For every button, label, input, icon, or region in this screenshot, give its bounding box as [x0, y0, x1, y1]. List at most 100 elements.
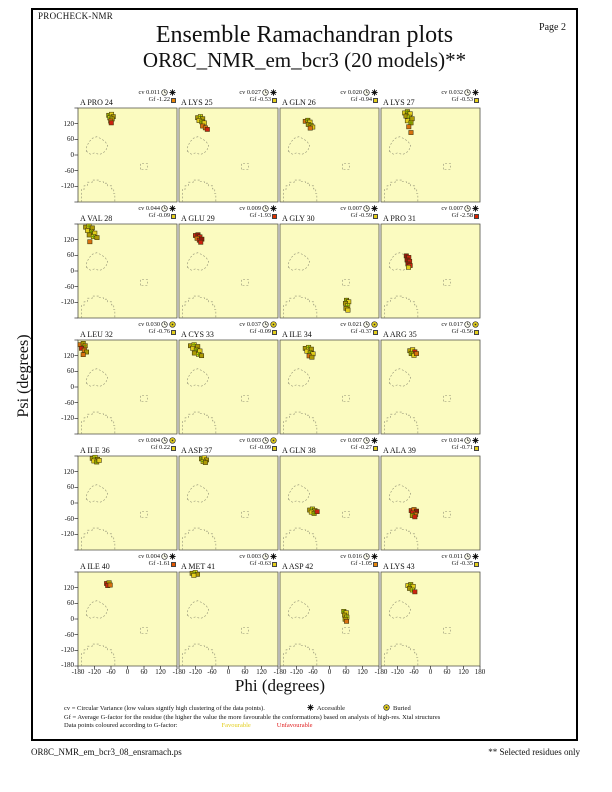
- accessible-star-icon: [307, 704, 314, 711]
- alpha-region-outline: [287, 484, 311, 503]
- gf-value: Gf -0.56: [451, 328, 473, 335]
- cv-row: cv 0.011: [442, 553, 479, 560]
- left-alpha-region-outline: [140, 627, 148, 634]
- legend: cv = Circular Variance (low values signi…: [64, 704, 554, 730]
- cv-dial-icon: [363, 437, 370, 444]
- x-tick-label: 60: [241, 668, 249, 676]
- model-data-point: [314, 509, 320, 514]
- alpha-region-outline: [388, 368, 412, 387]
- ramachandran-plot: [178, 455, 279, 551]
- residue-label: A LYS 27: [383, 98, 415, 107]
- model-data-point: [94, 235, 100, 240]
- left-alpha-region-outline: [342, 395, 350, 402]
- x-tick-label: 0: [327, 668, 332, 676]
- gf-row: Gf -0.37: [351, 328, 378, 335]
- residue-label: A LYS 43: [383, 562, 415, 571]
- plot-cell-a-gln-26: A GLN 26 cv 0.020 Gf -0.94: [279, 86, 381, 203]
- plot-cell-a-lys-27: A LYS 27 cv 0.032 Gf -0.53: [380, 86, 482, 203]
- cv-row: cv 0.007: [340, 205, 378, 212]
- legend-cv-text: cv = Circular Variance (low values signi…: [64, 705, 265, 712]
- ramachandran-plot: [279, 455, 380, 551]
- plot-cell-a-ile-34: A ILE 34 cv 0.021 Gf -0.37: [279, 318, 381, 435]
- gf-status-swatch: [171, 97, 176, 103]
- accessible-star-icon: [371, 437, 378, 444]
- alpha-region-outline: [85, 484, 109, 503]
- plot-header: A GLY 30 cv 0.007 Gf -0.59: [280, 202, 381, 224]
- gf-value: Gf -1.93: [249, 212, 271, 219]
- ramachandran-plot: [380, 455, 481, 551]
- ramachandran-plot: [74, 223, 178, 319]
- beta-region-outline: [181, 527, 217, 550]
- y-tick-label: -120: [61, 298, 74, 307]
- x-tick-label: -60: [409, 668, 419, 676]
- x-tick-label: -60: [308, 668, 318, 676]
- y-tick-label: 120: [63, 119, 75, 128]
- gf-status-swatch: [272, 213, 277, 219]
- left-alpha-region-outline: [140, 279, 148, 286]
- ramachandran-plot: [178, 339, 279, 435]
- model-data-point: [412, 514, 418, 520]
- gf-row: Gf -1.22: [149, 96, 176, 103]
- ramachandran-plot: [178, 570, 279, 670]
- cv-row: cv 0.003: [239, 553, 277, 560]
- gf-value: Gf -0.53: [249, 96, 271, 103]
- gf-status-swatch: [171, 561, 176, 567]
- gf-value: Gf -0.76: [148, 328, 170, 335]
- model-data-point: [345, 307, 351, 313]
- gf-row: Gf -0.53: [452, 96, 479, 103]
- cv-row: cv 0.014: [441, 437, 479, 444]
- gf-value: Gf -0.59: [350, 212, 372, 219]
- cv-dial-icon: [161, 89, 168, 96]
- gf-status-swatch: [171, 445, 176, 451]
- accessible-star-icon: [169, 89, 176, 96]
- legend-buried-label: Buried: [393, 705, 411, 712]
- cv-value: cv 0.032: [441, 88, 463, 96]
- x-tick-label: -60: [106, 668, 116, 676]
- gf-status-swatch: [373, 445, 378, 451]
- gf-value: Gf -0.63: [249, 560, 271, 567]
- buried-circle-icon: [270, 437, 277, 444]
- cv-value: cv 0.044: [138, 204, 160, 212]
- cv-value: cv 0.037: [239, 320, 261, 328]
- cv-dial-icon: [464, 205, 471, 212]
- cv-value: cv 0.003: [239, 436, 261, 444]
- alpha-region-outline: [85, 368, 109, 387]
- x-tick-label: 180: [474, 668, 486, 676]
- x-tick-label: 120: [357, 668, 368, 676]
- cv-dial-icon: [464, 321, 471, 328]
- plot-header: A GLN 26 cv 0.020 Gf -0.94: [280, 86, 381, 108]
- cv-dial-icon: [464, 89, 471, 96]
- plot-header: A GLN 38 cv 0.007 Gf -0.27: [280, 434, 381, 456]
- x-tick-label: -120: [189, 668, 202, 676]
- y-tick-label: -120: [61, 414, 74, 423]
- y-tick-label: 120: [63, 467, 75, 476]
- x-axis-title: Phi (degrees): [234, 676, 326, 695]
- x-tick-label: 120: [256, 668, 267, 676]
- plot-header: A ILE 40 cv 0.004 Gf -1.61: [78, 550, 179, 572]
- left-alpha-region-outline: [241, 511, 249, 518]
- residue-label: A PRO 31: [383, 214, 416, 223]
- beta-region-outline: [181, 179, 217, 202]
- y-tick-label: -60: [64, 630, 74, 639]
- ramachandran-plot: [279, 339, 380, 435]
- x-tick-label: 120: [458, 668, 469, 676]
- model-data-point: [199, 353, 205, 359]
- beta-region-outline: [80, 179, 116, 202]
- x-tick-label: -180: [273, 668, 287, 676]
- ramachandran-plot: [74, 339, 178, 435]
- gf-status-swatch: [373, 213, 378, 219]
- ramachandran-plot: [380, 223, 481, 319]
- alpha-region-outline: [186, 252, 210, 271]
- cv-row: cv 0.027: [239, 89, 277, 96]
- residue-label: A GLU 29: [181, 214, 215, 223]
- residue-label: A MET 41: [181, 562, 216, 571]
- model-data-point: [191, 350, 197, 356]
- plot-cell-a-asp-37: A ASP 37 cv 0.003 Gf -0.09: [178, 434, 280, 551]
- alpha-region-outline: [287, 252, 311, 271]
- cv-row: cv 0.021: [340, 321, 378, 328]
- cv-value: cv 0.011: [441, 552, 463, 560]
- y-tick-label: -120: [61, 530, 74, 539]
- cv-value: cv 0.016: [340, 552, 362, 560]
- model-data-point: [307, 125, 313, 131]
- page-subtitle: OR8C_NMR_em_bcr3 (20 models)**: [142, 48, 467, 72]
